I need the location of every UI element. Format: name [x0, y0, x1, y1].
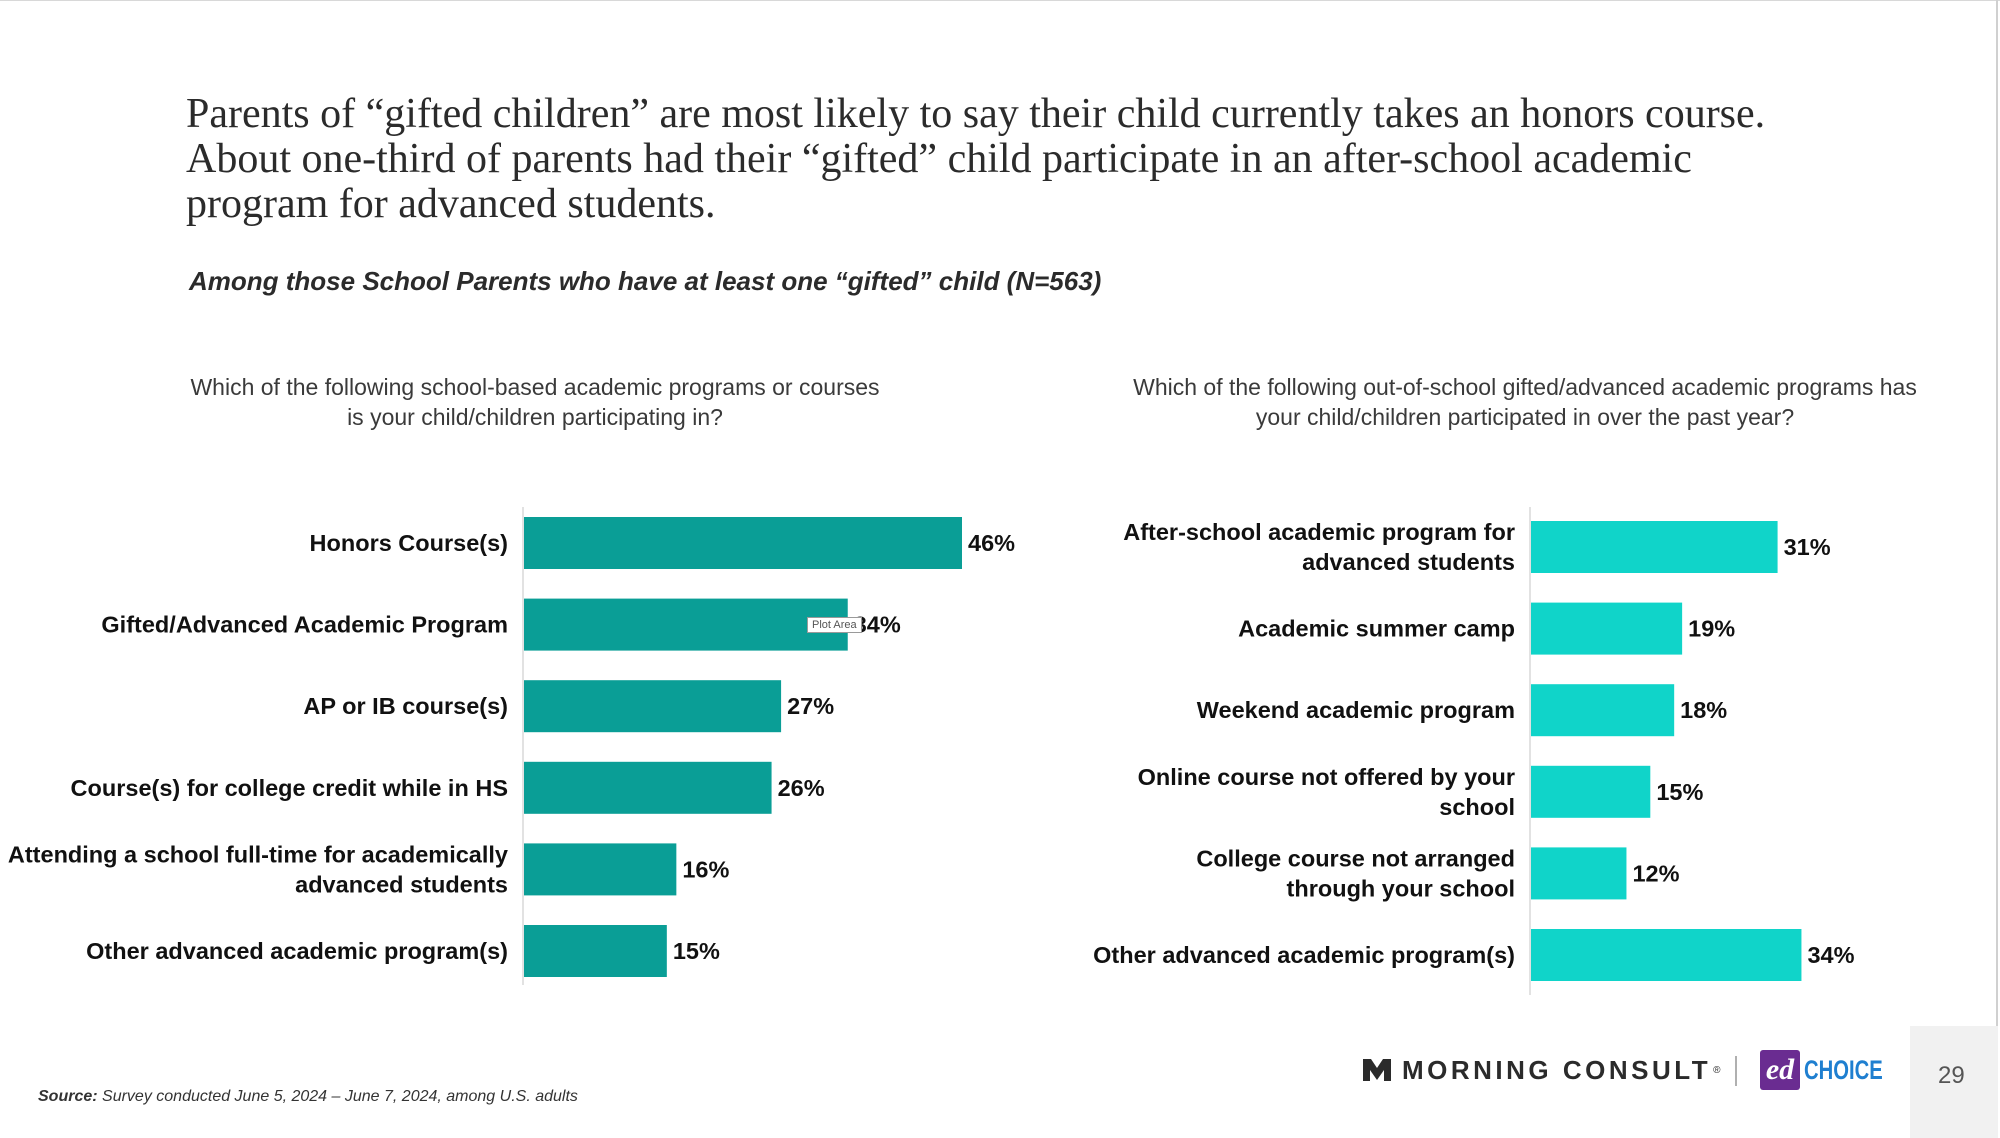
morning-consult-tm: ® [1713, 1064, 1721, 1076]
right-chart-category-label: After-school academic program for advance… [1123, 519, 1515, 575]
top-border [0, 0, 2000, 1]
left-chart-category-label: Attending a school full-time for academi… [8, 841, 508, 897]
edchoice-wordmark: CHOICE [1804, 1054, 1883, 1085]
right-edge [1996, 0, 1998, 1138]
right-chart-category-label: Online course not offered by your school [1138, 764, 1515, 820]
edchoice-ed-mark: ed [1760, 1050, 1800, 1090]
right-chart-value-label: 12% [1632, 860, 1679, 886]
right-chart-value-label: 34% [1807, 942, 1854, 968]
headline: Parents of “gifted children” are most li… [186, 91, 1766, 227]
right-bar-chart: 31% After-school academic program for adva… [1093, 519, 1855, 981]
left-chart-bar [524, 925, 667, 977]
left-chart-question: Which of the following school-based acad… [190, 374, 880, 430]
right-chart-category-label: Weekend academic program [1197, 697, 1515, 723]
right-chart-bar [1531, 684, 1675, 737]
right-chart-bar [1531, 847, 1627, 900]
left-chart-bar [524, 598, 848, 651]
right-chart-category-label: College course not arranged through your … [1196, 845, 1515, 901]
subhead: Among those School Parents who have at l… [189, 266, 1102, 296]
right-chart-value-label: 19% [1688, 616, 1735, 642]
left-chart-bar [524, 761, 772, 814]
left-chart-value-label: 46% [968, 530, 1015, 556]
right-chart-bar [1531, 521, 1778, 573]
right-chart-bar [1531, 929, 1802, 981]
right-chart-category-label: Other advanced academic program(s) [1093, 942, 1515, 968]
right-chart-value-label: 18% [1680, 697, 1727, 723]
left-chart-category-label: Other advanced academic program(s) [86, 938, 508, 964]
left-chart-category-label: Honors Course(s) [310, 530, 508, 556]
left-chart-category-label: Course(s) for college credit while in HS [71, 775, 508, 801]
source-text: Survey conducted June 5, 2024 – June 7, … [102, 1088, 578, 1105]
right-chart-category-label: Academic summer camp [1238, 616, 1515, 642]
right-chart-bar [1531, 765, 1651, 818]
right-chart-question: Which of the following out-of-school gif… [1133, 374, 1917, 430]
left-chart-bar [524, 680, 782, 733]
left-chart-bar [524, 517, 962, 569]
left-chart-category-label: Gifted/Advanced Academic Program [101, 612, 508, 638]
source-note: Source: Survey conducted June 5, 2024 – … [38, 1088, 578, 1106]
edchoice-logo: ed CHOICE [1760, 1050, 1909, 1090]
page-number: 29 [1938, 1062, 1965, 1089]
right-chart-value-label: 31% [1784, 534, 1831, 560]
morning-consult-wordmark: MORNING CONSULT [1402, 1054, 1712, 1085]
morning-consult-mark-icon [1363, 1059, 1391, 1081]
page-number-box [1910, 1026, 1998, 1138]
right-chart-bar [1531, 602, 1683, 655]
left-chart-value-label: 27% [787, 693, 834, 719]
left-chart-value-label: 15% [673, 938, 720, 964]
left-chart-value-label: 16% [682, 856, 729, 882]
left-chart-value-label: 26% [778, 775, 825, 801]
plot-area-tooltip: Plot Area [807, 617, 862, 633]
source-key: Source: [38, 1088, 98, 1105]
left-chart-category-label: AP or IB course(s) [303, 693, 508, 719]
left-chart-bar [524, 843, 677, 896]
left-bar-chart: 46%Honors Course(s)34%Gifted/Advanced Ac… [8, 517, 1015, 977]
right-chart-value-label: 15% [1656, 779, 1703, 805]
morning-consult-logo: MORNING CONSULT ® [1362, 1053, 1721, 1087]
logo-divider [1735, 1056, 1737, 1086]
